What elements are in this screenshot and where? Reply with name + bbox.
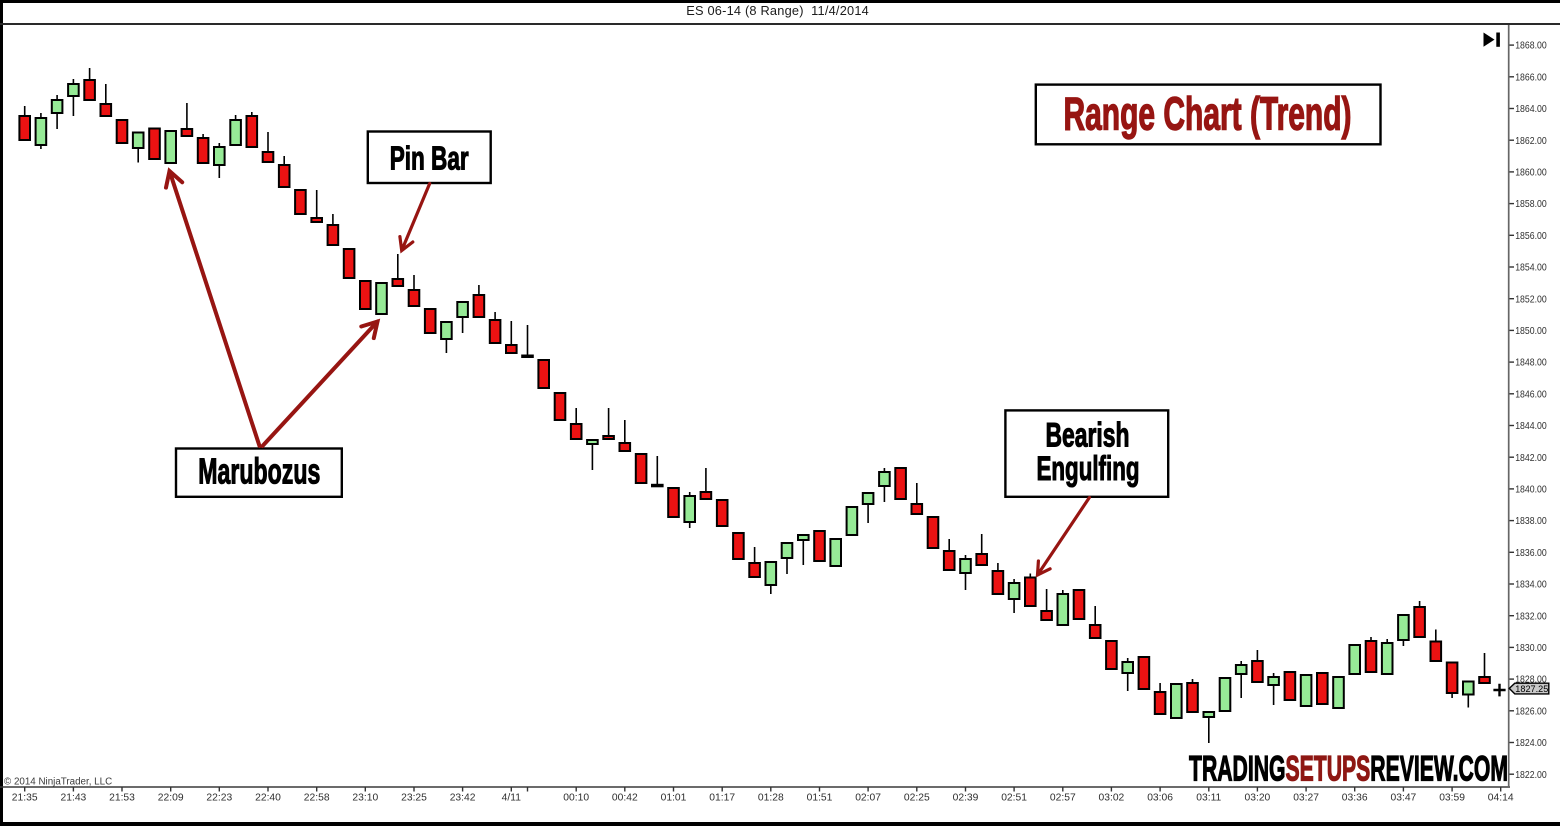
svg-text:01:01: 01:01	[661, 793, 687, 804]
svg-text:1824.00: 1824.00	[1515, 738, 1547, 749]
svg-text:01:51: 01:51	[807, 793, 833, 804]
svg-text:1844.00: 1844.00	[1515, 421, 1547, 432]
svg-text:4/11: 4/11	[502, 793, 522, 804]
svg-text:01:17: 01:17	[709, 793, 735, 804]
svg-text:Pin Bar: Pin Bar	[390, 140, 469, 177]
svg-text:Bearish: Bearish	[1046, 417, 1130, 455]
svg-text:00:42: 00:42	[612, 793, 638, 804]
svg-text:1838.00: 1838.00	[1515, 516, 1547, 527]
svg-text:1854.00: 1854.00	[1515, 263, 1547, 274]
svg-text:1846.00: 1846.00	[1515, 389, 1547, 400]
svg-text:1836.00: 1836.00	[1515, 548, 1547, 559]
svg-text:02:25: 02:25	[904, 793, 930, 804]
svg-text:23:42: 23:42	[450, 793, 476, 804]
svg-text:1852.00: 1852.00	[1515, 294, 1547, 305]
svg-text:03:27: 03:27	[1293, 793, 1319, 804]
svg-text:1864.00: 1864.00	[1515, 104, 1547, 115]
svg-text:1822.00: 1822.00	[1515, 770, 1547, 781]
svg-text:02:39: 02:39	[953, 793, 979, 804]
svg-text:23:10: 23:10	[352, 793, 378, 804]
svg-text:1834.00: 1834.00	[1515, 580, 1547, 591]
svg-text:Range Chart (Trend): Range Chart (Trend)	[1064, 88, 1352, 140]
svg-text:03:36: 03:36	[1342, 793, 1368, 804]
svg-text:1860.00: 1860.00	[1515, 168, 1547, 179]
svg-text:03:02: 03:02	[1099, 793, 1125, 804]
svg-text:04:14: 04:14	[1488, 793, 1514, 804]
svg-text:1830.00: 1830.00	[1515, 643, 1547, 654]
svg-text:1832.00: 1832.00	[1515, 611, 1547, 622]
svg-text:02:57: 02:57	[1050, 793, 1076, 804]
svg-text:1850.00: 1850.00	[1515, 326, 1547, 337]
svg-text:© 2014 NinjaTrader, LLC: © 2014 NinjaTrader, LLC	[4, 777, 112, 788]
svg-text:02:51: 02:51	[1001, 793, 1027, 804]
svg-text:02:07: 02:07	[855, 793, 881, 804]
svg-text:01:28: 01:28	[758, 793, 784, 804]
svg-text:1868.00: 1868.00	[1515, 41, 1547, 52]
svg-text:1858.00: 1858.00	[1515, 199, 1547, 210]
svg-text:22:09: 22:09	[158, 793, 184, 804]
svg-text:00:10: 00:10	[563, 793, 589, 804]
svg-text:1828.00: 1828.00	[1515, 675, 1547, 686]
svg-text:03:06: 03:06	[1147, 793, 1173, 804]
svg-text:1862.00: 1862.00	[1515, 136, 1547, 147]
svg-text:22:40: 22:40	[255, 793, 281, 804]
svg-text:21:35: 21:35	[12, 793, 38, 804]
svg-text:21:43: 21:43	[61, 793, 87, 804]
svg-text:22:58: 22:58	[304, 793, 330, 804]
svg-text:Marubozus: Marubozus	[198, 452, 320, 492]
svg-text:1856.00: 1856.00	[1515, 231, 1547, 242]
svg-text:03:11: 03:11	[1196, 793, 1221, 804]
svg-text:03:59: 03:59	[1439, 793, 1465, 804]
svg-text:1826.00: 1826.00	[1515, 706, 1547, 717]
svg-text:TRADINGSETUPSREVIEW.COM: TRADINGSETUPSREVIEW.COM	[1189, 749, 1508, 789]
svg-text:23:25: 23:25	[401, 793, 427, 804]
svg-text:Engulfing: Engulfing	[1037, 450, 1140, 488]
svg-text:1840.00: 1840.00	[1515, 485, 1547, 496]
svg-text:03:20: 03:20	[1245, 793, 1271, 804]
svg-text:1866.00: 1866.00	[1515, 72, 1547, 83]
svg-text:1848.00: 1848.00	[1515, 358, 1547, 369]
svg-text:21:53: 21:53	[109, 793, 135, 804]
svg-text:1827.25: 1827.25	[1515, 684, 1548, 695]
svg-text:22:23: 22:23	[206, 793, 232, 804]
svg-text:03:47: 03:47	[1391, 793, 1417, 804]
svg-text:1842.00: 1842.00	[1515, 453, 1547, 464]
